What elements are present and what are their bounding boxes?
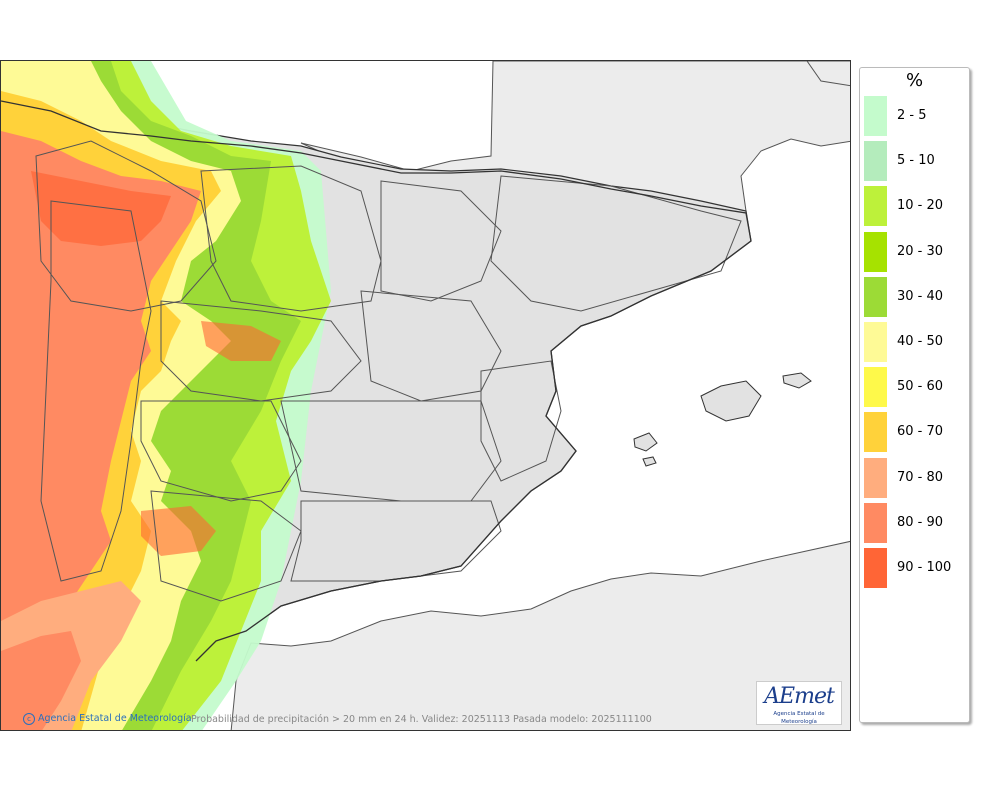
island-mallorca [700, 380, 762, 422]
legend-label: 2 - 5 [897, 108, 927, 123]
legend-item: 20 - 30 [864, 231, 964, 272]
island-formentera [642, 456, 657, 467]
legend-item: 90 - 100 [864, 548, 964, 588]
legend-item: 5 - 10 [864, 141, 964, 182]
legend-swatch [864, 231, 887, 272]
legend-label: 40 - 50 [897, 334, 944, 349]
legend-label: 60 - 70 [897, 424, 944, 440]
legend-label: 20 - 30 [897, 243, 944, 259]
logo-subtext: Agencia Estatal de Meteorología [773, 711, 825, 725]
legend-swatch [864, 367, 887, 408]
probability-field [1, 61, 331, 730]
legend-label: 5 - 10 [897, 153, 935, 169]
legend: % 2 - 5 5 - 10 10 - 20 20 - 30 30 - 40 40 - 5… [859, 67, 970, 723]
map-canvas [1, 61, 850, 730]
legend-label: 80 - 90 [897, 514, 944, 530]
legend-item: 60 - 70 [864, 412, 964, 453]
legend-swatch [864, 186, 887, 227]
legend-item: 70 - 80 [864, 457, 964, 498]
copyright-icon: c [23, 713, 35, 725]
legend-swatch [864, 322, 887, 362]
credit-link[interactable]: c Agencia Estatal de Meteorología [23, 713, 192, 725]
legend-item: 40 - 50 [864, 322, 964, 362]
land-africa [230, 540, 850, 730]
legend-swatch [864, 457, 887, 498]
map-caption: Probabilidad de precipitación > 20 mm en… [191, 714, 652, 725]
legend-swatch [864, 502, 887, 543]
legend-item: 30 - 40 [864, 276, 964, 317]
aemet-logo: AEmet Agencia Estatal de Meteorología [756, 681, 842, 725]
island-ibiza [633, 432, 658, 452]
legend-label: 30 - 40 [897, 288, 944, 304]
legend-item: 50 - 60 [864, 367, 964, 408]
legend-item: 2 - 5 [864, 96, 964, 136]
coastline [1, 100, 752, 662]
legend-swatch [864, 96, 887, 136]
land-sardinia [806, 61, 850, 87]
island-menorca [782, 372, 812, 389]
forecast-map[interactable]: c Agencia Estatal de Meteorología Probabi… [0, 60, 851, 731]
legend-label: 50 - 60 [897, 379, 944, 395]
legend-label: 90 - 100 [897, 560, 952, 575]
legend-swatch [864, 548, 887, 588]
legend-title: % [905, 70, 924, 91]
legend-item: 80 - 90 [864, 502, 964, 543]
legend-label: 10 - 20 [897, 198, 944, 214]
legend-item: 10 - 20 [864, 186, 964, 227]
legend-swatch [864, 276, 887, 317]
credit-text: Agencia Estatal de Meteorología [38, 713, 192, 724]
legend-swatch [864, 141, 887, 182]
legend-label: 70 - 80 [897, 469, 944, 485]
logo-text: AEmet [764, 684, 835, 709]
legend-swatch [864, 412, 887, 453]
region-borders [35, 140, 742, 602]
